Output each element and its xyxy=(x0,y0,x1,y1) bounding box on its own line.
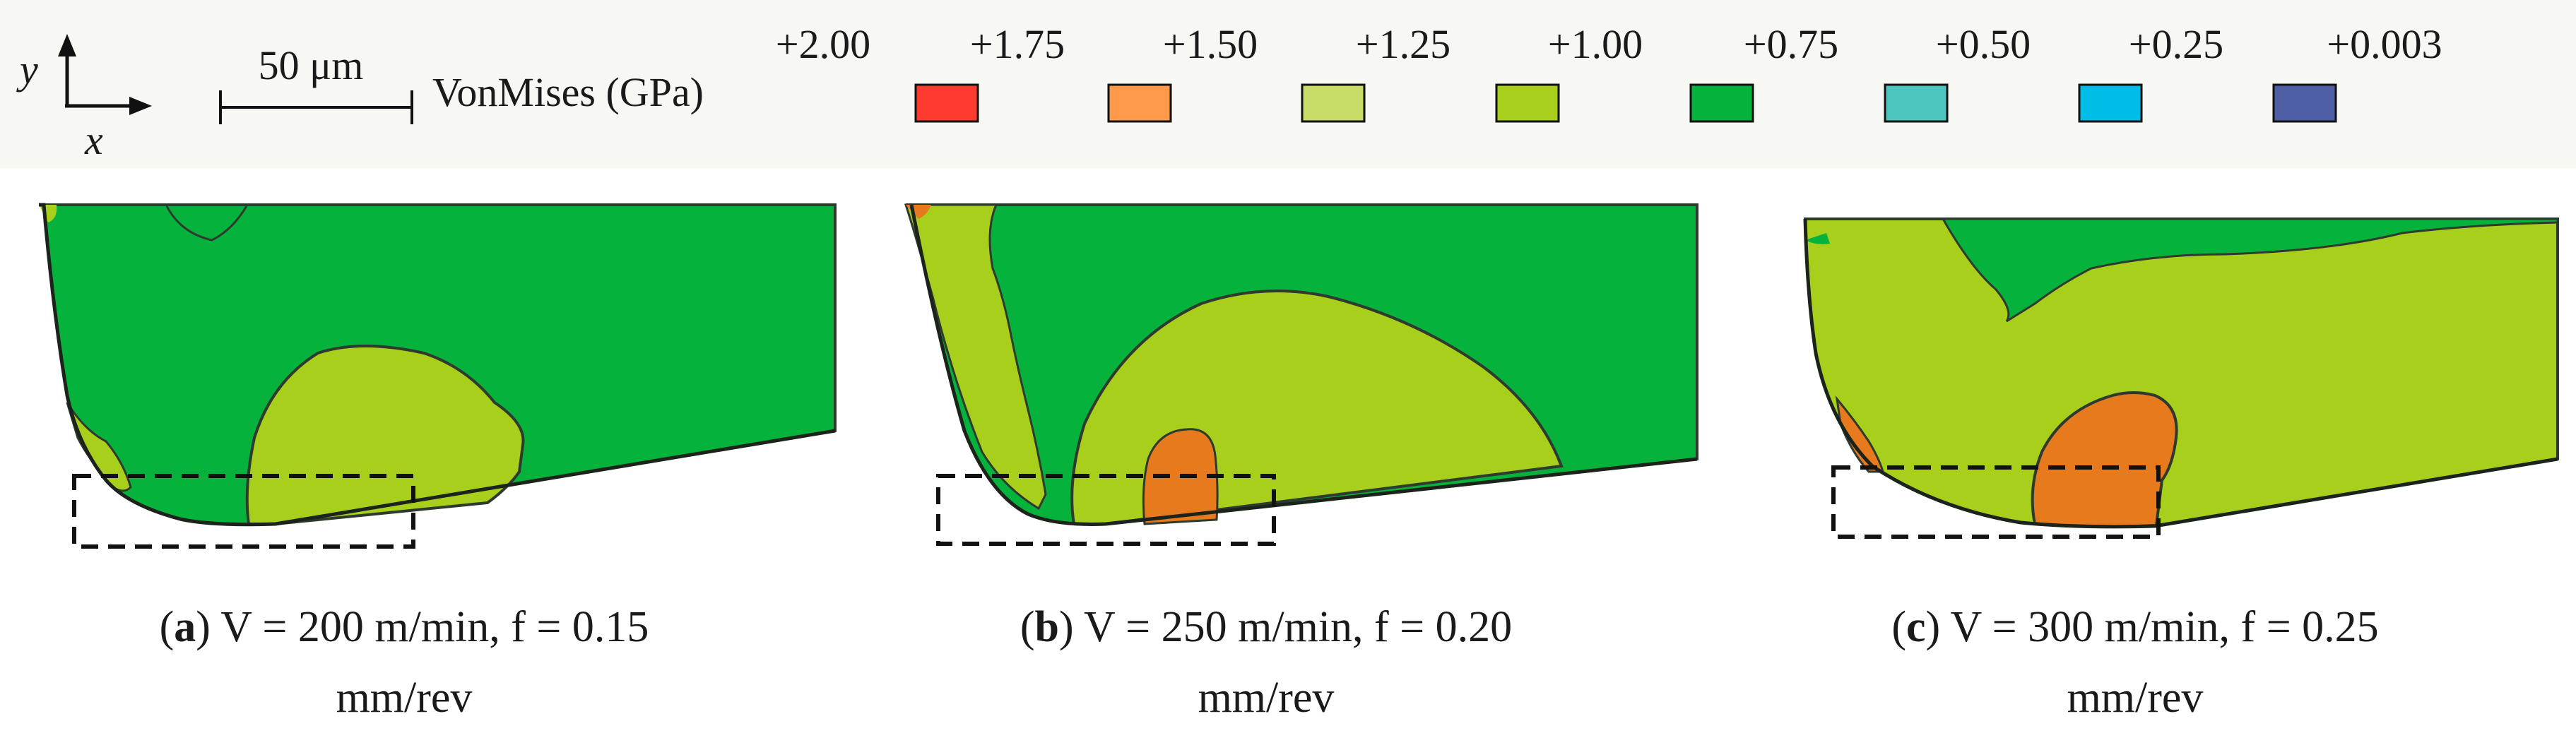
panel-b-dashed-box xyxy=(936,474,1276,546)
caption-b: (b) V = 250 m/min, f = 0.20 mm/rev xyxy=(1020,603,1512,722)
panel-b-contour xyxy=(904,203,1698,546)
legend-swatch xyxy=(1107,83,1172,123)
scale-bar-label: 50 μm xyxy=(259,42,364,88)
legend-swatch xyxy=(1495,83,1560,123)
axes-indicator: y x xyxy=(16,34,152,163)
caption-a-letter: a xyxy=(174,603,196,651)
legend-band xyxy=(0,0,2576,168)
legend-swatch xyxy=(2272,83,2337,123)
panel-a-hotspot-yellow xyxy=(245,345,525,525)
panel-c-dashed-box xyxy=(1831,465,2161,539)
panel-a-top-contour xyxy=(164,203,249,242)
caption-c-line2: mm/rev xyxy=(2067,674,2204,722)
panel-c-tool-region-yellow xyxy=(1803,217,2559,528)
legend-label: +0.50 xyxy=(1936,21,2031,67)
panel-c-top-left-green xyxy=(1805,233,1830,244)
legend-label: +0.75 xyxy=(1744,21,1838,67)
legend-label: +1.75 xyxy=(970,21,1065,67)
legend-label: +0.25 xyxy=(2129,21,2223,67)
panel-c-top-green xyxy=(1941,217,2559,323)
x-axis-label: x xyxy=(84,117,103,163)
caption-a-text: ) V = 200 m/min, f = 0.15 xyxy=(196,603,649,651)
x-arrowhead xyxy=(129,97,152,115)
legend-swatch xyxy=(914,83,979,123)
legend-swatch xyxy=(1689,83,1754,123)
caption-a: (a) V = 200 m/min, f = 0.15 mm/rev xyxy=(160,603,649,722)
caption-a-line2: mm/rev xyxy=(336,674,473,722)
caption-c-letter: c xyxy=(1906,603,1926,651)
y-axis-label: y xyxy=(16,47,38,93)
scale-bar: 50 μm xyxy=(219,42,413,124)
legend: +2.00 +1.75 +1.50 +1.25 +1.00 +0.75 +0.50 +0.25… xyxy=(776,21,2442,123)
legend-label: +1.00 xyxy=(1548,21,1643,67)
caption-c-text: ) V = 300 m/min, f = 0.25 xyxy=(1926,603,2379,651)
panel-c-contour xyxy=(1803,217,2559,539)
caption-b-letter: b xyxy=(1035,603,1059,651)
legend-label: +1.25 xyxy=(1356,21,1451,67)
panel-a-dashed-box xyxy=(72,474,415,549)
y-arrowhead xyxy=(58,34,76,56)
legend-label: +0.003 xyxy=(2327,21,2442,67)
caption-c-line1: (c) V = 300 m/min, f = 0.25 xyxy=(1891,603,2378,651)
caption-c: (c) V = 300 m/min, f = 0.25 mm/rev xyxy=(1891,603,2378,722)
legend-label: +1.50 xyxy=(1163,21,1258,67)
caption-b-line2: mm/rev xyxy=(1198,674,1335,722)
panel-a-contour xyxy=(39,203,837,549)
legend-swatch xyxy=(1884,83,1949,123)
caption-b-text: ) V = 250 m/min, f = 0.20 xyxy=(1059,603,1512,651)
panel-b-outline xyxy=(909,204,1698,526)
caption-b-line1: (b) V = 250 m/min, f = 0.20 xyxy=(1020,603,1512,651)
legend-swatch xyxy=(2078,83,2143,123)
caption-a-line1: (a) V = 200 m/min, f = 0.15 xyxy=(160,603,649,651)
legend-label: +2.00 xyxy=(776,21,870,67)
legend-swatch xyxy=(1301,83,1366,123)
legend-title: VonMises (GPa) xyxy=(432,69,704,115)
panel-a-outline xyxy=(39,203,836,527)
panel-b-edge-yellow xyxy=(904,203,1047,511)
panel-c-edge-orange xyxy=(1835,395,1884,473)
